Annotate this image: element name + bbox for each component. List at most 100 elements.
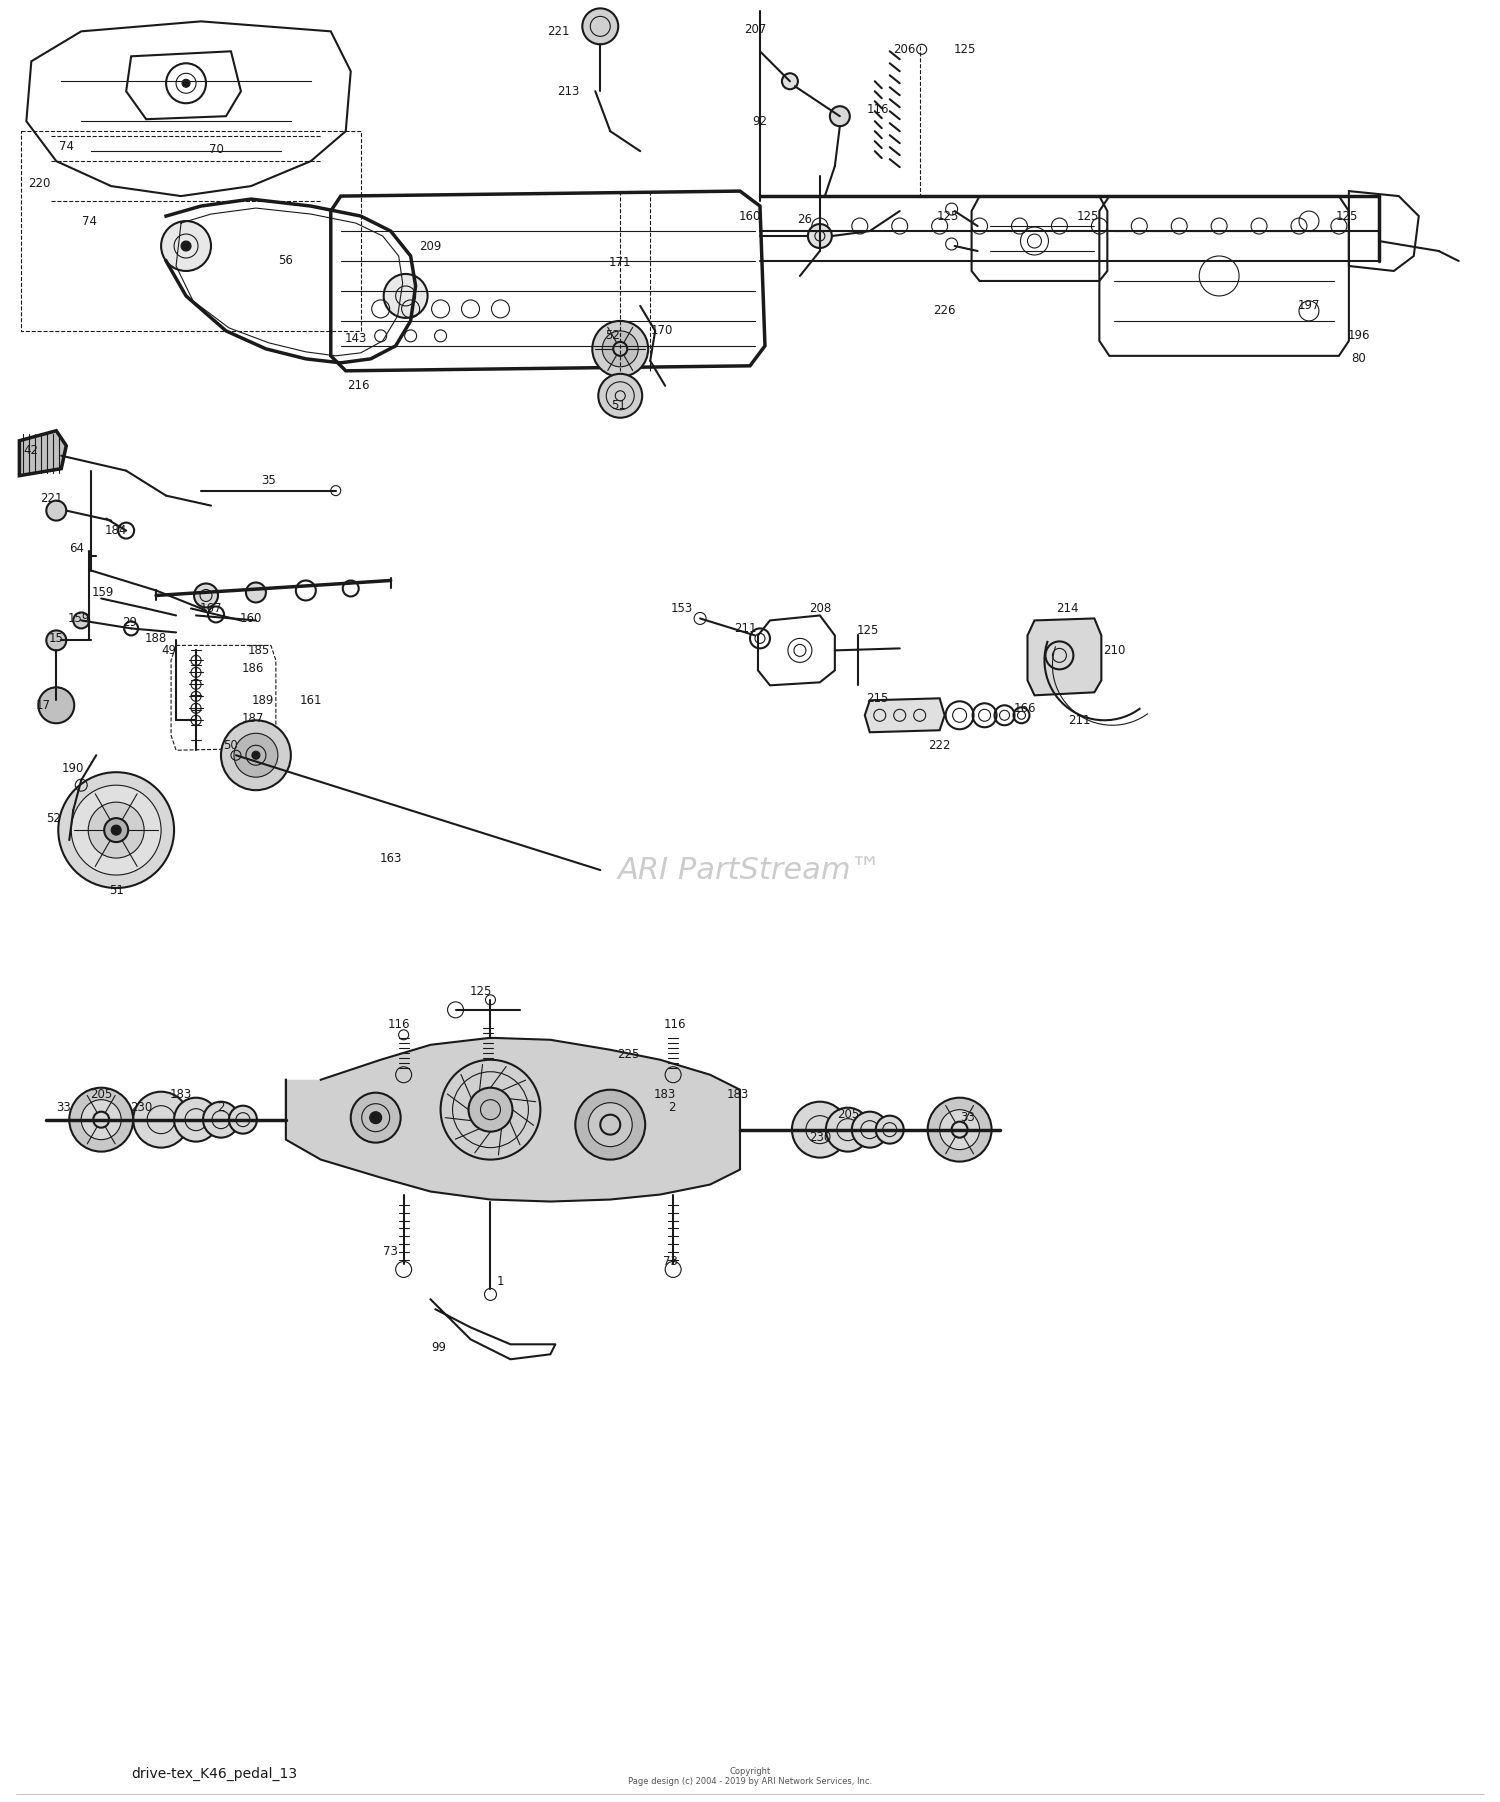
Text: 230: 230 [130,1101,153,1114]
Text: 208: 208 [808,602,831,614]
Circle shape [603,332,638,368]
Text: 190: 190 [62,762,84,775]
Circle shape [104,818,128,842]
Text: 185: 185 [248,643,270,658]
Text: 2: 2 [669,1101,676,1114]
Text: 92: 92 [753,115,768,128]
Text: 116: 116 [867,103,889,115]
Text: 188: 188 [146,633,166,645]
Text: 210: 210 [1102,643,1125,658]
Text: 215: 215 [867,692,889,705]
Text: 159: 159 [68,613,90,625]
Text: 74: 74 [81,214,96,227]
Text: 160: 160 [740,209,760,223]
Circle shape [81,1099,122,1139]
Text: 166: 166 [1013,701,1035,715]
Text: 205: 205 [90,1088,112,1101]
Polygon shape [286,1038,740,1202]
Text: 170: 170 [651,324,674,337]
Circle shape [202,1101,238,1137]
Circle shape [939,1110,980,1150]
Circle shape [174,1097,217,1142]
Text: 161: 161 [300,694,322,706]
Circle shape [369,1112,381,1124]
Circle shape [384,274,427,317]
Circle shape [830,106,850,126]
Text: 189: 189 [252,694,274,706]
Text: 15: 15 [50,633,63,645]
Text: 73: 73 [663,1254,678,1269]
Text: 99: 99 [430,1341,445,1353]
Circle shape [852,1112,888,1148]
Text: 214: 214 [1056,602,1078,614]
Text: 213: 213 [556,85,579,97]
Text: 125: 125 [1076,209,1098,223]
Circle shape [808,223,832,249]
Text: 49: 49 [162,643,177,658]
Circle shape [58,773,174,888]
Circle shape [39,687,75,723]
Circle shape [111,825,122,834]
Text: 125: 125 [470,986,492,998]
Text: 184: 184 [105,524,128,537]
Circle shape [927,1097,992,1162]
Text: 171: 171 [609,256,631,270]
Text: 116: 116 [387,1018,410,1031]
Text: 160: 160 [240,613,262,625]
Text: 196: 196 [1347,330,1370,342]
Text: 226: 226 [933,305,956,317]
Text: 42: 42 [24,445,39,458]
Circle shape [576,1090,645,1160]
Polygon shape [20,431,66,476]
Circle shape [234,733,278,777]
Text: 33: 33 [960,1112,975,1124]
Text: 1: 1 [496,1274,504,1288]
Text: 116: 116 [664,1018,687,1031]
Circle shape [134,1092,189,1148]
Circle shape [69,1088,134,1151]
Circle shape [88,802,144,858]
Text: 125: 125 [1335,209,1358,223]
Text: 167: 167 [200,602,222,614]
Text: ARI PartStream™: ARI PartStream™ [618,856,882,885]
Circle shape [468,1088,513,1132]
Text: 35: 35 [261,474,276,487]
Text: 206: 206 [894,43,916,56]
Text: 52: 52 [604,330,619,342]
Text: 211: 211 [734,622,756,634]
Text: 207: 207 [744,23,766,36]
Text: 143: 143 [345,332,368,346]
Circle shape [827,1108,870,1151]
Text: 220: 220 [28,177,51,189]
Text: 51: 51 [108,883,123,897]
Text: 56: 56 [279,254,294,267]
Circle shape [588,1103,632,1146]
Circle shape [598,373,642,418]
Circle shape [351,1092,400,1142]
Text: 17: 17 [36,699,51,712]
Circle shape [160,222,212,270]
Circle shape [72,786,160,876]
Text: 74: 74 [58,141,74,153]
Text: 51: 51 [610,400,626,413]
Text: 211: 211 [1068,714,1090,726]
Circle shape [792,1101,847,1157]
Text: 222: 222 [928,739,951,751]
Circle shape [782,74,798,90]
Circle shape [592,321,648,377]
Text: 216: 216 [348,378,370,393]
Text: drive-tex_K46_pedal_13: drive-tex_K46_pedal_13 [130,1766,297,1780]
Text: 80: 80 [1352,353,1366,366]
Text: 125: 125 [936,209,958,223]
Text: 209: 209 [420,240,442,252]
Text: 26: 26 [798,213,813,225]
Text: 125: 125 [856,623,879,636]
Text: 2: 2 [217,1101,225,1114]
Circle shape [582,9,618,45]
Text: 70: 70 [209,142,224,155]
Circle shape [74,613,88,629]
Circle shape [876,1115,903,1144]
Text: 52: 52 [46,811,60,825]
Circle shape [220,721,291,789]
Circle shape [194,584,217,607]
